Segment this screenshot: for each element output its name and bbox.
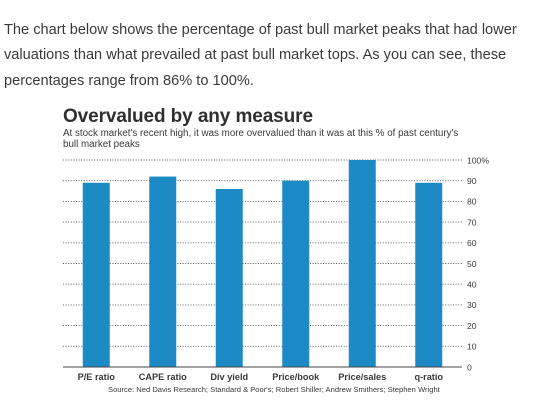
y-tick-label: 10: [467, 342, 477, 352]
y-tick-label: 40: [467, 280, 477, 290]
y-tick-label: 30: [467, 300, 477, 310]
y-tick-label: 0: [467, 362, 472, 372]
chart-source: Source: Ned Davis Research; Standard & P…: [108, 385, 440, 394]
y-tick-label: 60: [467, 238, 477, 248]
x-tick-label: CAPE ratio: [139, 372, 187, 382]
bars: [82, 160, 443, 367]
chart-title: Overvalued by any measure: [63, 106, 313, 127]
y-tick-label: 70: [467, 217, 477, 227]
chart-subtitle: At stock market's recent high, it was mo…: [63, 128, 459, 151]
x-tick-label: Price/book: [272, 372, 320, 382]
x-tick-label: Price/sales: [338, 372, 386, 382]
y-tick-label: 20: [467, 321, 477, 331]
x-tick-label: P/E ratio: [78, 372, 116, 382]
y-tick-label: 50: [467, 259, 477, 269]
y-tick-label: 90: [467, 176, 477, 186]
x-tick-label: Div yield: [210, 372, 248, 382]
intro-paragraph: The chart below shows the percentage of …: [4, 21, 517, 89]
x-tick-label: q-ratio: [414, 372, 443, 382]
tick-labels: 0 10 20 30 40 50 60 70 80 90 100% P/E ratio CAPE rat…: [78, 155, 490, 382]
bar: [82, 182, 110, 367]
bar: [149, 176, 177, 367]
bar: [415, 182, 443, 367]
bar: [282, 180, 310, 367]
gridlines: [63, 159, 462, 347]
bar: [215, 188, 243, 367]
bar: [348, 160, 376, 367]
y-tick-label: 80: [467, 197, 477, 207]
y-tick-label: 100%: [467, 155, 489, 165]
